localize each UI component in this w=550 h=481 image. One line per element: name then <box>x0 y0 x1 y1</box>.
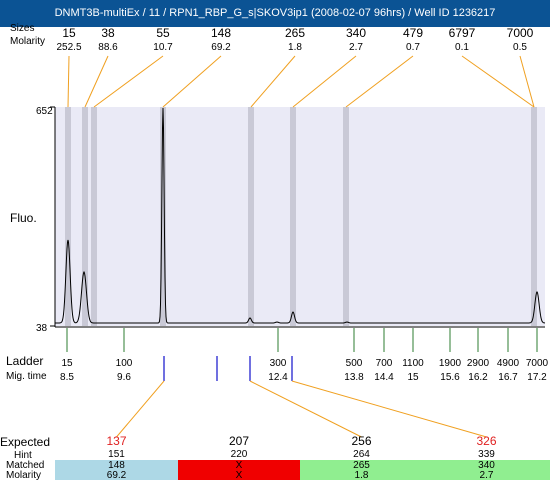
match-status-cell <box>178 460 300 480</box>
peak-band <box>531 107 537 326</box>
fluorescence-trace <box>55 107 546 324</box>
hint-value: 151 <box>108 449 125 460</box>
matched-label: Matched <box>6 460 45 471</box>
ladder-time-label: 9.6 <box>117 372 131 383</box>
peak-size-label: 340 <box>345 26 367 40</box>
peak-size-label: 6797 <box>448 26 476 40</box>
ladder-size-label: 300 <box>269 358 287 369</box>
peak-size-label: 7000 <box>506 26 534 40</box>
ladder-label: Ladder <box>6 354 44 368</box>
peak-molarity-label: 2.7 <box>349 42 363 53</box>
peak-band <box>248 107 254 326</box>
matched-value: 148 <box>108 460 125 471</box>
matched-molarity-value: 69.2 <box>106 470 127 481</box>
peak-molarity-label: 88.6 <box>98 42 118 53</box>
molarity-row-label: Molarity <box>6 470 42 481</box>
expected-leader-line <box>291 380 487 438</box>
ladder-time-label: 8.5 <box>60 372 74 383</box>
ladder-size-label: 1100 <box>402 358 424 369</box>
ladder-time-label: 15.6 <box>440 372 460 383</box>
peak-molarity-label: 1.8 <box>288 42 302 53</box>
peak-leader-line <box>461 55 535 108</box>
peak-size-label: 38 <box>101 26 115 40</box>
ladder-size-label: 7000 <box>525 358 549 369</box>
peak-leader-line <box>93 55 164 108</box>
peak-size-label: 265 <box>284 26 306 40</box>
ladder-size-label: 500 <box>345 358 363 369</box>
ladder-size-label: 1900 <box>438 358 462 369</box>
ladder-size-label: 100 <box>115 358 133 369</box>
molarity-header-label: Molarity <box>10 36 46 47</box>
expected-label: Expected <box>0 435 51 449</box>
peak-band <box>65 107 71 326</box>
expected-value: 207 <box>228 434 250 448</box>
expected-value: 256 <box>351 434 372 448</box>
peak-molarity-label: 69.2 <box>211 42 231 53</box>
y-tick-label-top: 652 <box>36 106 53 117</box>
peak-band <box>290 107 296 326</box>
matched-value: X <box>235 460 243 471</box>
expected-value: 326 <box>476 434 497 448</box>
matched-value: 265 <box>353 460 370 471</box>
peak-size-label: 55 <box>156 26 170 40</box>
sizes-label: Sizes <box>10 23 35 34</box>
ladder-time-label: 16.7 <box>498 372 518 383</box>
hint-value: 339 <box>478 449 495 460</box>
match-status-cell <box>423 460 550 480</box>
peak-molarity-label: 0.7 <box>406 42 420 53</box>
expected-leader-line <box>249 380 362 438</box>
ladder-time-label: 17.2 <box>527 372 547 383</box>
peak-leader-line <box>519 55 535 108</box>
peak-size-label: 479 <box>402 26 424 40</box>
match-status-cell <box>300 460 423 480</box>
mig-time-label: Mig. time <box>6 371 47 382</box>
plot-area <box>55 107 545 326</box>
window-title: DNMT3B-multiEx / 11 / RPN1_RBP_G_s|SKOV3… <box>0 0 550 27</box>
peak-leader-line <box>67 55 70 108</box>
peak-size-label: 148 <box>210 26 232 40</box>
ladder-size-label: 15 <box>61 358 73 369</box>
fluo-axis-label: Fluo. <box>10 211 37 225</box>
peak-molarity-label: 252.5 <box>56 42 82 53</box>
peak-leader-line <box>345 55 414 108</box>
peak-band <box>343 107 349 326</box>
ladder-size-label: 2900 <box>466 358 490 369</box>
ladder-time-label: 16.2 <box>468 372 488 383</box>
peak-leader-line <box>162 55 222 108</box>
peak-band <box>82 107 88 326</box>
peak-molarity-label: 0.1 <box>455 42 469 53</box>
matched-molarity-value: 2.7 <box>479 470 494 481</box>
peak-molarity-label: 0.5 <box>513 42 527 53</box>
peak-leader-line <box>84 55 109 108</box>
ladder-time-label: 12.4 <box>268 372 288 383</box>
ladder-time-label: 14.4 <box>374 372 394 383</box>
peak-band <box>91 107 97 326</box>
peak-leader-line <box>250 55 296 108</box>
peak-size-label: 15 <box>62 26 76 40</box>
peak-band <box>160 107 166 326</box>
hint-value: 264 <box>353 449 370 460</box>
ladder-time-label: 15 <box>407 372 419 383</box>
peak-molarity-label: 10.7 <box>153 42 173 53</box>
hint-label: Hint <box>14 450 32 461</box>
ladder-size-label: 4900 <box>496 358 520 369</box>
matched-molarity-value: 1.8 <box>354 470 369 481</box>
hint-value: 220 <box>230 449 248 460</box>
match-status-cell <box>55 460 178 480</box>
ladder-time-label: 13.8 <box>344 372 364 383</box>
peak-leader-line <box>292 55 357 108</box>
ladder-size-label: 700 <box>375 358 393 369</box>
expected-leader-line <box>116 380 165 438</box>
expected-value: 137 <box>106 434 127 448</box>
matched-value: 340 <box>478 460 495 471</box>
y-tick-label-bottom: 38 <box>36 323 48 334</box>
matched-molarity-value: X <box>235 470 243 481</box>
